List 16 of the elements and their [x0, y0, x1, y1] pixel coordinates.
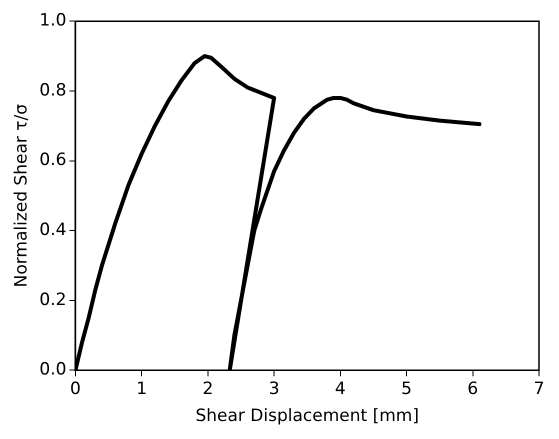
y-axis-title: Normalized Shear τ/σ [12, 104, 32, 288]
y-tick-label: 0.4 [39, 220, 66, 240]
y-tick-label: 0.6 [39, 150, 66, 170]
y-tick-label: 0.2 [39, 290, 66, 310]
x-axis-title: Shear Displacement [mm] [195, 406, 419, 426]
x-tick-label: 7 [534, 378, 544, 399]
x-tick-label: 0 [70, 378, 81, 399]
x-tick-label: 5 [401, 378, 412, 399]
x-tick-label: 1 [136, 378, 148, 399]
x-tick-label: 6 [467, 378, 478, 399]
y-tick-label: 0.0 [39, 360, 66, 380]
y-tick-label: 1.0 [39, 10, 66, 31]
y-tick-label: 0.8 [39, 80, 66, 100]
x-tick-label: 3 [268, 378, 280, 399]
x-tick-label: 4 [334, 378, 346, 399]
x-tick-label: 2 [202, 378, 214, 399]
